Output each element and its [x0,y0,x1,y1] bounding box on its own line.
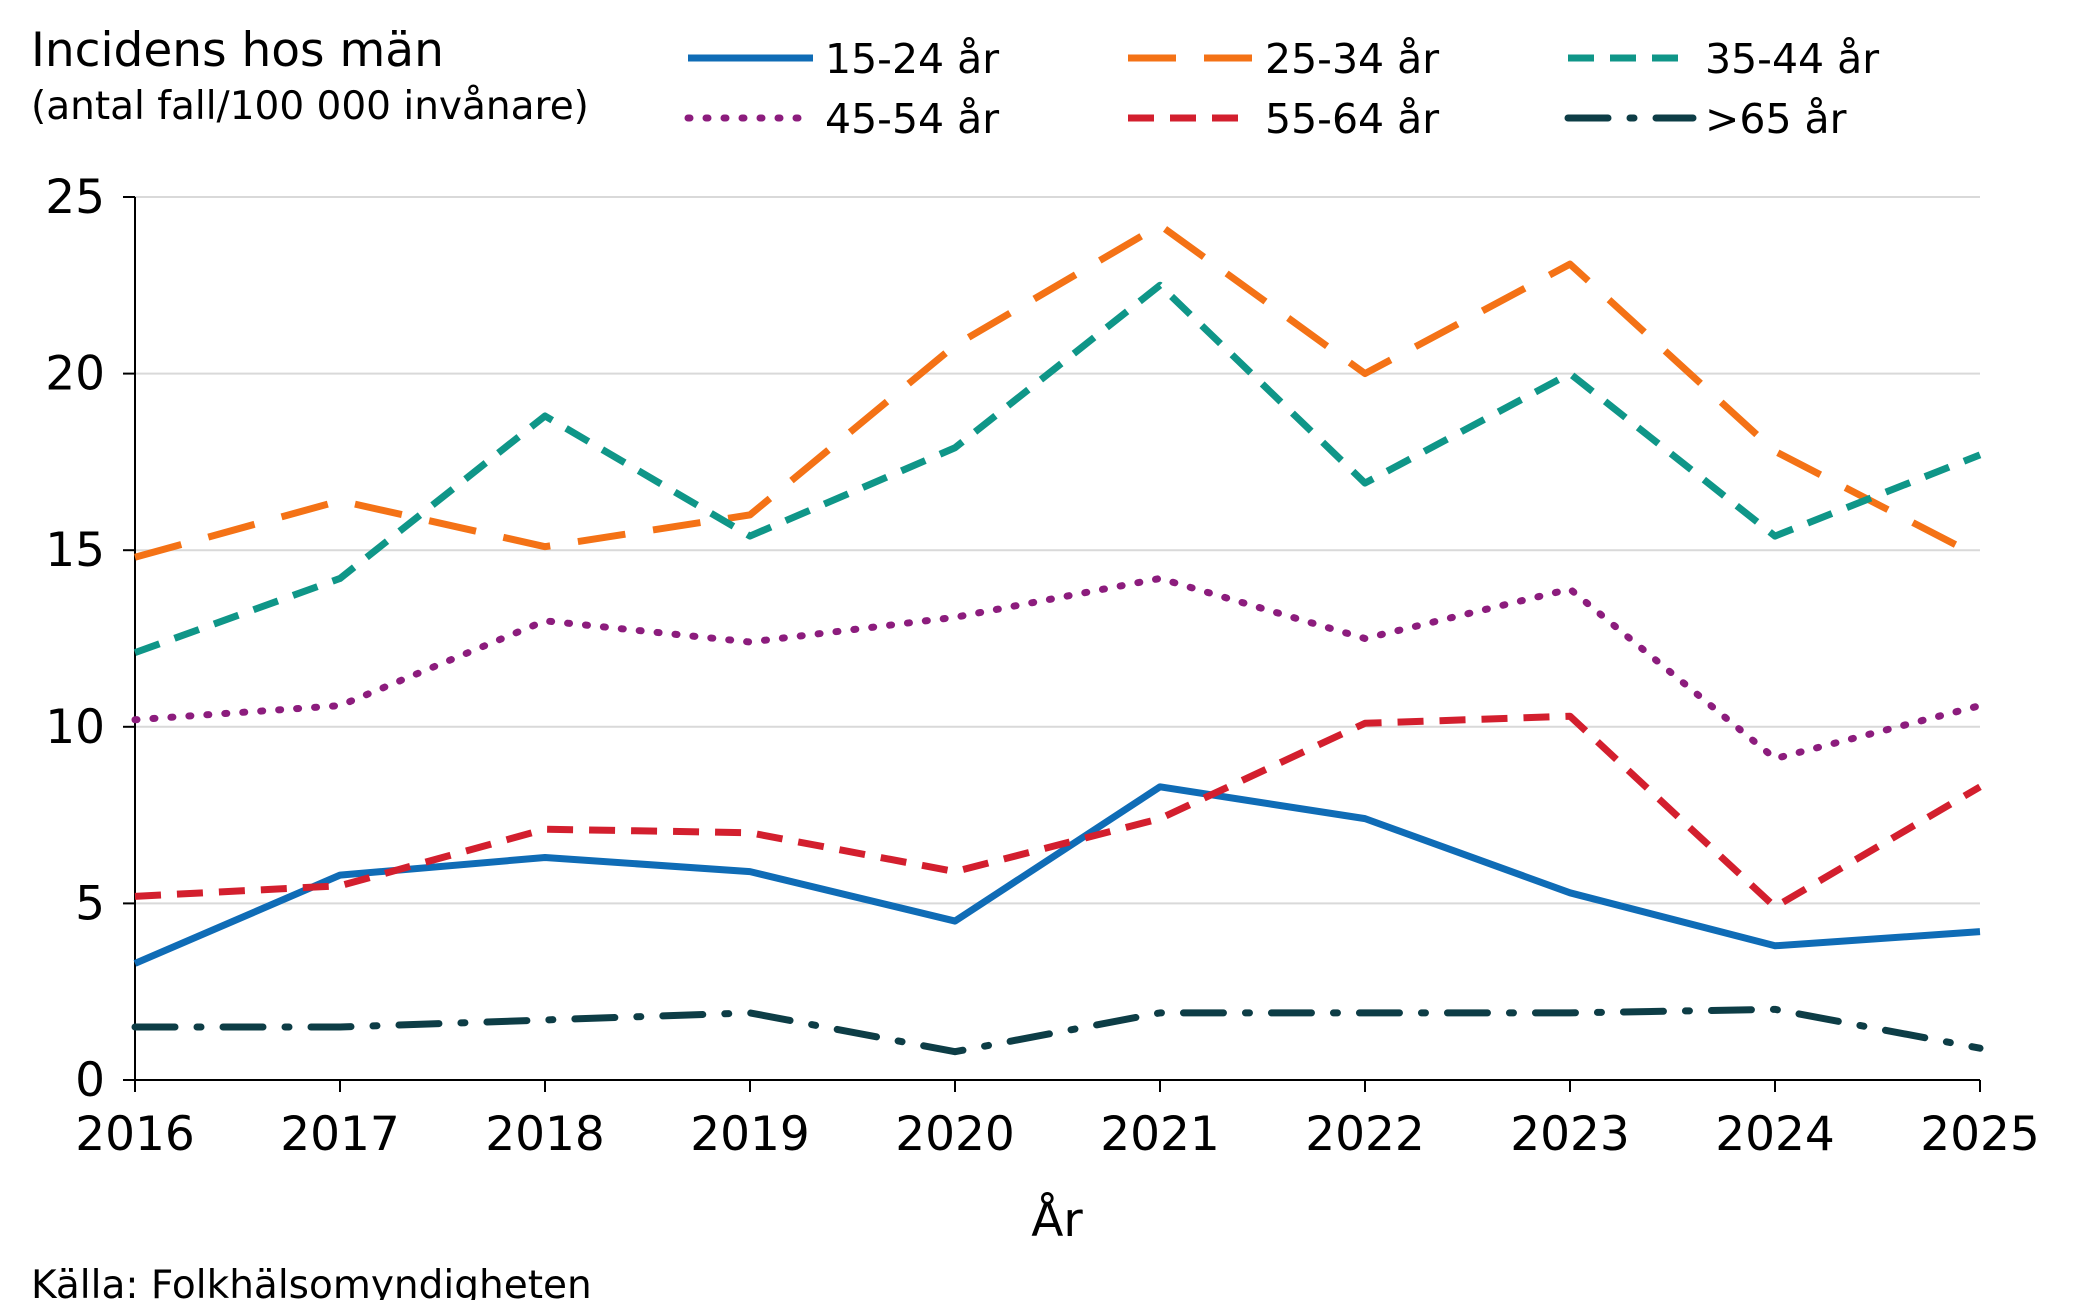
gridlines [135,196,1980,905]
y-tick-label: 15 [45,523,105,578]
series-lines [131,221,1984,1056]
legend-label-3: 35-44 år [1705,35,1879,83]
x-tick-label: 2025 [1920,1107,2040,1162]
legend-label-4: 45-54 år [825,95,999,143]
x-tick-label: 2023 [1510,1107,1630,1162]
series-line-1 [133,783,1981,967]
y-tick-label: 20 [45,347,105,402]
y-tick-label: 25 [45,170,105,225]
x-tick-label: 2024 [1715,1107,1835,1162]
legend-label-5: 55-64 år [1265,95,1439,143]
x-tick-label: 2022 [1305,1107,1425,1162]
x-tick-label: 2017 [280,1107,400,1162]
series-line-2 [134,221,1982,561]
x-tick-label: 2018 [485,1107,605,1162]
y-tick-label: 10 [45,700,105,755]
legend-label-6: >65 år [1705,95,1847,143]
legend-label-1: 15-24 år [825,35,999,83]
legend-label-2: 25-34 år [1265,35,1439,83]
series-line-3 [133,281,1982,656]
x-tick-label: 2020 [895,1107,1015,1162]
series-line-4 [131,574,1984,763]
legend: 15-24 år 25-34 år 35-44 år 45-54 år 55-64 år… [684,35,1879,143]
series-line-5 [134,712,1982,911]
y-tick-label: 5 [75,876,105,931]
chart-title: Incidens hos män [31,23,444,78]
x-axis-label: År [1031,1193,1083,1248]
chart-subtitle: (antal fall/100 000 invånare) [31,84,589,129]
x-tick-label: 2016 [75,1107,195,1162]
x-tick-label: 2019 [690,1107,810,1162]
x-tick-label: 2021 [1100,1107,1220,1162]
source-note: Källa: Folkhälsomyndigheten [31,1263,592,1300]
y-tick-label: 0 [75,1053,105,1108]
series-line-6 [131,1005,1984,1056]
